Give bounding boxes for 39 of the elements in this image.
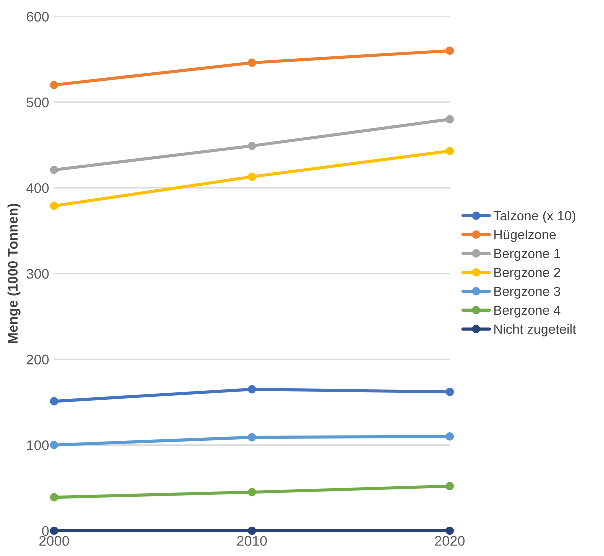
y-tick-label: 100 bbox=[27, 440, 49, 450]
legend-label: Bergzone 3 bbox=[494, 286, 560, 299]
point bbox=[50, 493, 59, 502]
point bbox=[248, 142, 256, 150]
x-tick-label: 2000 bbox=[40, 536, 70, 546]
y-tick-label: 300 bbox=[26, 269, 49, 279]
y-tick-label: 400 bbox=[26, 183, 49, 194]
y-axis-title: Menge (1000 Tonnen) bbox=[8, 204, 21, 344]
point bbox=[446, 388, 454, 396]
legend-label: Bergzone 4 bbox=[494, 306, 561, 318]
legend-label: Hügelzone bbox=[494, 230, 556, 242]
point bbox=[446, 526, 454, 536]
x-tick-label: 2010 bbox=[237, 536, 268, 546]
legend-label: Talzone (x 10) bbox=[494, 210, 576, 224]
point bbox=[446, 115, 454, 124]
y-tick-label: 600 bbox=[27, 12, 49, 22]
point bbox=[446, 147, 454, 156]
point bbox=[248, 488, 256, 497]
point bbox=[50, 166, 59, 174]
point bbox=[248, 385, 256, 394]
point bbox=[446, 482, 454, 491]
point bbox=[50, 397, 59, 406]
legend-label: Bergzone 2 bbox=[494, 268, 560, 280]
point bbox=[248, 433, 256, 442]
point bbox=[248, 58, 256, 68]
legend-label: Bergzone 1 bbox=[494, 249, 560, 262]
point bbox=[50, 441, 59, 450]
point bbox=[50, 81, 59, 90]
x-tick-label: 2020 bbox=[435, 536, 465, 546]
y-tick-label: 500 bbox=[26, 98, 49, 108]
point bbox=[248, 172, 256, 182]
y-tick-label: 0 bbox=[42, 526, 49, 536]
legend-label: Nicht zugeteilt bbox=[494, 324, 576, 337]
point bbox=[446, 46, 454, 56]
point bbox=[248, 526, 256, 536]
point bbox=[50, 526, 59, 536]
point bbox=[446, 432, 454, 441]
point bbox=[50, 202, 59, 210]
y-tick-label: 200 bbox=[27, 354, 49, 365]
